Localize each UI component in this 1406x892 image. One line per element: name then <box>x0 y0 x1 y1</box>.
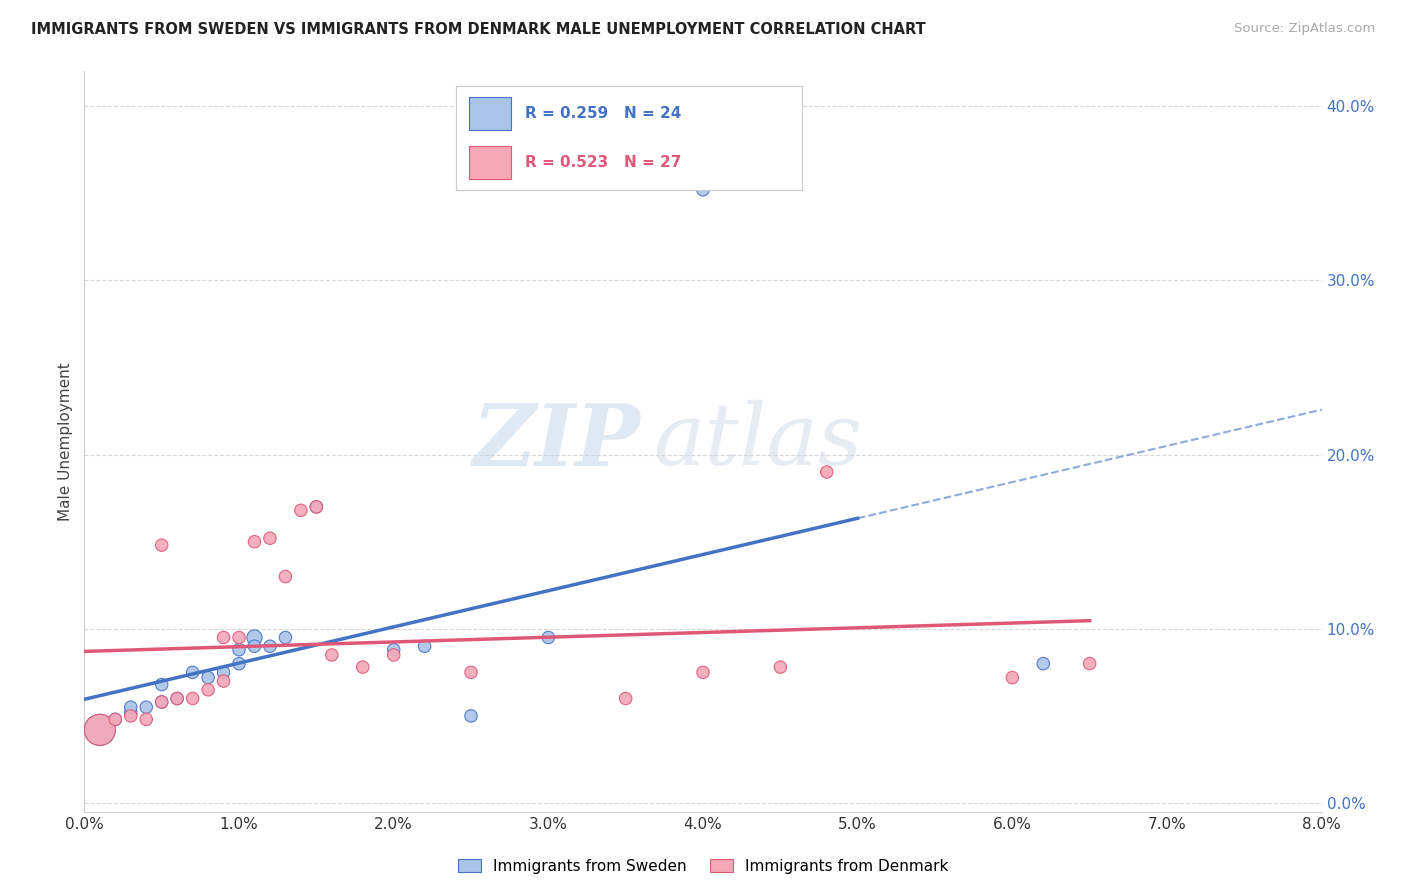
Point <box>89 723 111 737</box>
Point <box>769 660 792 674</box>
Y-axis label: Male Unemployment: Male Unemployment <box>58 362 73 521</box>
Point <box>274 631 297 645</box>
Point <box>89 723 111 737</box>
Point <box>1032 657 1054 671</box>
Point <box>135 700 157 714</box>
Point <box>135 712 157 726</box>
Point <box>382 642 405 657</box>
Point <box>243 534 266 549</box>
Point <box>352 660 374 674</box>
Point <box>212 631 235 645</box>
Text: ZIP: ZIP <box>474 400 641 483</box>
Point <box>537 631 560 645</box>
Point <box>166 691 188 706</box>
Point <box>305 500 328 514</box>
Point <box>120 700 142 714</box>
Point <box>460 709 482 723</box>
Point <box>212 665 235 680</box>
Point <box>181 665 204 680</box>
Point <box>150 695 173 709</box>
Point <box>614 691 637 706</box>
Point <box>1078 657 1101 671</box>
Point <box>274 569 297 583</box>
Point <box>692 665 714 680</box>
Point <box>197 671 219 685</box>
Point <box>150 538 173 552</box>
Point <box>150 695 173 709</box>
Text: IMMIGRANTS FROM SWEDEN VS IMMIGRANTS FROM DENMARK MALE UNEMPLOYMENT CORRELATION : IMMIGRANTS FROM SWEDEN VS IMMIGRANTS FRO… <box>31 22 925 37</box>
Point <box>305 500 328 514</box>
Point <box>197 682 219 697</box>
Point <box>290 503 312 517</box>
Text: atlas: atlas <box>654 401 863 483</box>
Point <box>815 465 838 479</box>
Point <box>228 642 250 657</box>
Legend: Immigrants from Sweden, Immigrants from Denmark: Immigrants from Sweden, Immigrants from … <box>451 853 955 880</box>
Point <box>243 631 266 645</box>
Point <box>120 706 142 720</box>
Point <box>150 677 173 691</box>
Point <box>692 183 714 197</box>
Point <box>259 639 281 653</box>
Point <box>321 648 343 662</box>
Point <box>104 712 127 726</box>
Point <box>243 639 266 653</box>
Point <box>228 631 250 645</box>
Point <box>212 674 235 689</box>
Point <box>166 691 188 706</box>
Point <box>181 691 204 706</box>
Point <box>382 648 405 662</box>
Point <box>1001 671 1024 685</box>
Text: Source: ZipAtlas.com: Source: ZipAtlas.com <box>1234 22 1375 36</box>
Point <box>228 657 250 671</box>
Point <box>413 639 436 653</box>
Point <box>460 665 482 680</box>
Point <box>120 709 142 723</box>
Point <box>259 531 281 545</box>
Point <box>104 712 127 726</box>
